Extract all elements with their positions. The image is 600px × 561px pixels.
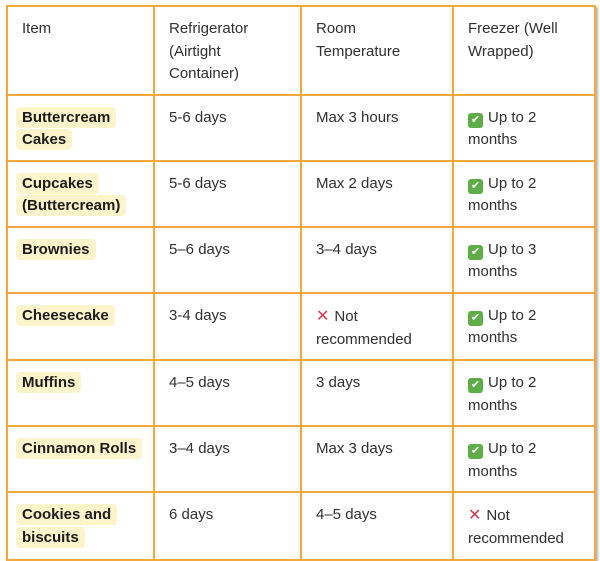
room-temperature-cell: 3 days xyxy=(300,359,454,427)
room-temperature-cell: Max 2 days xyxy=(300,159,454,228)
table-row: Cookies and biscuits 6 days 4–5 days ✕ No… xyxy=(6,491,596,561)
check-icon: ✔ xyxy=(468,244,483,260)
item-label: Cookies and biscuits xyxy=(16,504,118,548)
freezer-cell: ✔ Up to 2 months xyxy=(452,359,596,427)
table-row: Cinnamon Rolls 3–4 days Max 3 days ✔ Up t… xyxy=(6,425,596,493)
item-label: Cupcakes (Buttercream) xyxy=(16,172,127,216)
freezer-cell: ✔ Up to 2 months xyxy=(452,93,596,162)
table-row: Brownies 5–6 days 3–4 days ✔ Up to 3 mont… xyxy=(6,225,596,294)
item-label: Cinnamon Rolls xyxy=(16,438,143,459)
refrigerator-value: 4–5 days xyxy=(169,374,230,391)
refrigerator-cell: 5-6 days xyxy=(153,93,302,162)
check-icon: ✔ xyxy=(468,310,483,326)
header-room-temperature: Room Temperature xyxy=(300,5,454,96)
check-icon: ✔ xyxy=(468,378,483,393)
refrigerator-value: 3-4 days xyxy=(169,306,227,324)
refrigerator-value: 3–4 days xyxy=(169,440,230,457)
storage-table-container: Item Refrigerator (Airtight Container) R… xyxy=(6,5,596,561)
refrigerator-cell: 5-6 days xyxy=(153,159,302,228)
item-cell: Cupcakes (Buttercream) xyxy=(6,159,155,228)
freezer-value: Up to 2 months xyxy=(468,108,537,149)
cross-icon: ✕ xyxy=(468,507,482,524)
check-icon: ✔ xyxy=(468,178,483,194)
refrigerator-cell: 3–4 days xyxy=(153,425,302,493)
header-row: Item Refrigerator (Airtight Container) R… xyxy=(6,5,596,96)
item-cell: Cookies and biscuits xyxy=(6,491,155,561)
freezer-cell: ✕ Not recommended xyxy=(452,491,596,561)
freezer-value: Up to 2 months xyxy=(468,174,537,215)
item-cell: Cinnamon Rolls xyxy=(6,425,155,493)
item-cell: Cheesecake xyxy=(6,291,155,361)
item-label: Muffins xyxy=(16,372,82,393)
refrigerator-value: 5–6 days xyxy=(169,240,230,258)
table-row: Cheesecake 3-4 days ✕ Not recommended ✔ Up… xyxy=(6,291,596,361)
refrigerator-value: 5-6 days xyxy=(169,174,227,192)
room-temperature-value: 3 days xyxy=(316,374,361,391)
freezer-value: Not recommended xyxy=(468,507,564,547)
room-temperature-cell: ✕ Not recommended xyxy=(300,291,454,361)
table-row: Muffins 4–5 days 3 days ✔ Up to 2 months xyxy=(6,359,596,427)
check-icon: ✔ xyxy=(468,444,483,459)
table-row: Cupcakes (Buttercream) 5-6 days Max 2 da… xyxy=(6,159,596,228)
refrigerator-value: 6 days xyxy=(169,506,214,523)
refrigerator-cell: 5–6 days xyxy=(153,225,302,294)
cross-icon: ✕ xyxy=(316,307,330,325)
room-temperature-cell: Max 3 hours xyxy=(300,93,454,162)
room-temperature-cell: Max 3 days xyxy=(300,425,454,493)
freezer-cell: ✔ Up to 2 months xyxy=(452,291,596,361)
room-temperature-cell: 3–4 days xyxy=(300,225,454,294)
room-temperature-value: Not recommended xyxy=(316,307,412,348)
freezer-value: Up to 2 months xyxy=(468,306,537,347)
refrigerator-cell: 3-4 days xyxy=(153,291,302,361)
item-cell: Brownies xyxy=(6,225,155,294)
table-row: Buttercream Cakes 5-6 days Max 3 hours ✔… xyxy=(6,93,596,162)
room-temperature-value: Max 3 hours xyxy=(316,108,399,126)
food-storage-table: Item Refrigerator (Airtight Container) R… xyxy=(6,5,596,561)
item-label: Brownies xyxy=(16,238,96,260)
item-cell: Muffins xyxy=(6,359,155,427)
header-freezer: Freezer (Well Wrapped) xyxy=(452,5,596,96)
room-temperature-value: Max 3 days xyxy=(316,440,393,457)
freezer-value: Up to 2 months xyxy=(468,374,537,414)
room-temperature-value: 3–4 days xyxy=(316,240,377,258)
freezer-value: Up to 3 months xyxy=(468,240,537,281)
check-icon: ✔ xyxy=(468,112,483,128)
refrigerator-value: 5-6 days xyxy=(169,108,227,126)
item-label: Cheesecake xyxy=(16,304,115,326)
room-temperature-value: 4–5 days xyxy=(316,506,377,523)
freezer-cell: ✔ Up to 2 months xyxy=(452,159,596,228)
freezer-cell: ✔ Up to 2 months xyxy=(452,425,596,493)
refrigerator-cell: 4–5 days xyxy=(153,359,302,427)
item-label: Buttercream Cakes xyxy=(16,106,117,150)
header-item: Item xyxy=(6,5,155,96)
refrigerator-cell: 6 days xyxy=(153,491,302,561)
room-temperature-value: Max 2 days xyxy=(316,174,393,192)
room-temperature-cell: 4–5 days xyxy=(300,491,454,561)
item-cell: Buttercream Cakes xyxy=(6,93,155,162)
freezer-cell: ✔ Up to 3 months xyxy=(452,225,596,294)
header-refrigerator: Refrigerator (Airtight Container) xyxy=(153,5,302,96)
